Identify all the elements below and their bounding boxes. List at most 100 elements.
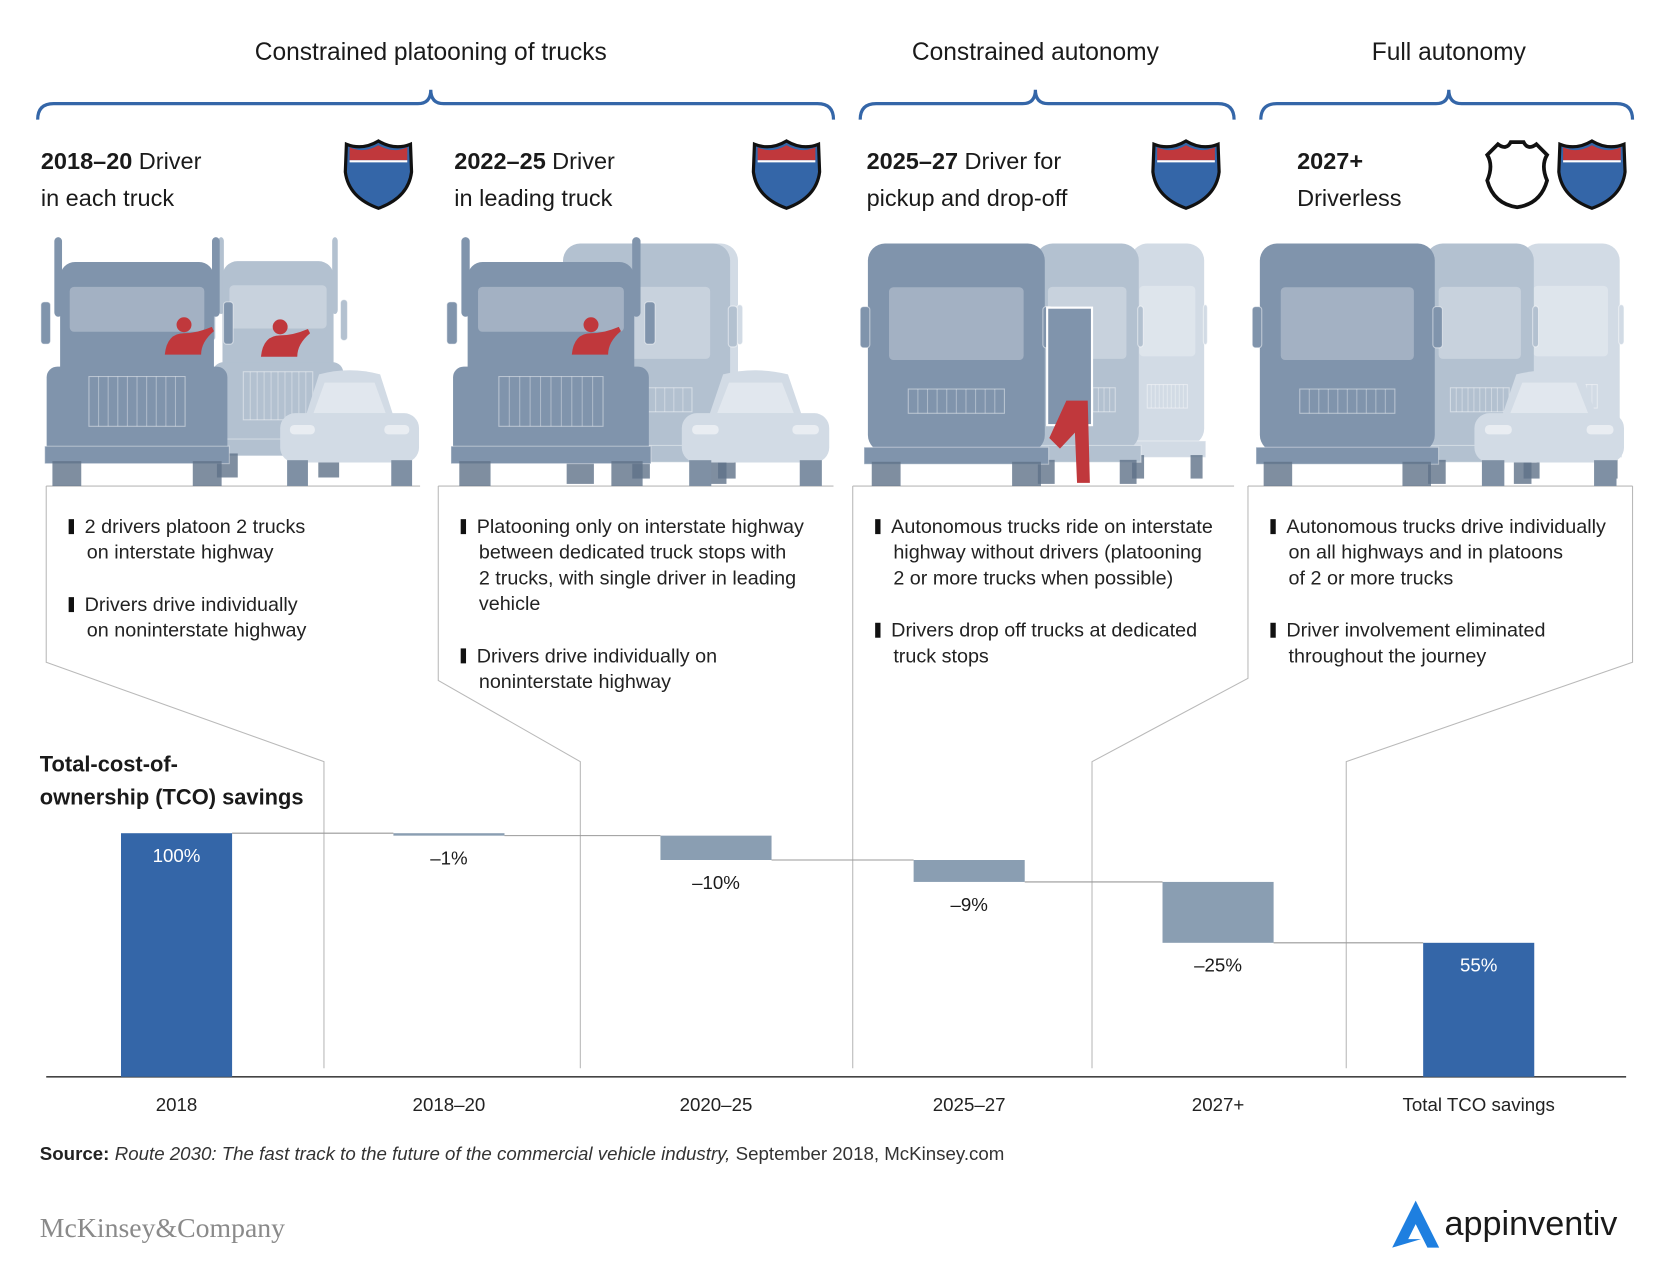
car-body [681,413,830,463]
stage-year: 2018–20 [41,148,133,174]
bullet-marker [460,519,467,535]
bullet-text: noninterstate highway [479,671,671,693]
wheel [611,461,643,487]
value-label: –10% [692,872,740,893]
windshield [1438,286,1521,359]
mirror [446,301,458,345]
stage-year: 2025–27 [867,148,959,174]
category-label: 2020–25 [680,1094,753,1115]
category-label: 2018 [156,1094,198,1115]
driver-figure [260,319,311,357]
car-body [280,413,420,463]
driver-head [176,317,192,333]
wheel [52,461,82,487]
stage-title: 2022–25 Driver [454,148,615,174]
stage-year: 2027+ [1297,148,1363,174]
publisher-logo: McKinsey&Company [40,1213,285,1244]
chart-title: Total-cost-of- [40,751,178,776]
exhaust-stack [461,237,470,317]
hood [46,366,228,457]
truck-illustration [859,243,1054,487]
bullet-text: Drivers drive individually on [477,645,717,667]
wheel [391,460,413,487]
category-label: 2027+ [1192,1094,1245,1115]
truck-illustration [40,237,234,487]
wheel [1037,459,1055,484]
windshield [889,287,1024,360]
mirror [1618,304,1625,346]
car-light [289,424,315,435]
driver-figure [571,317,621,355]
wheel [1263,461,1293,487]
callout-edge [45,486,325,1069]
chart-title: ownership (TCO) savings [40,784,304,809]
shield-band [349,145,408,161]
delta-bar [1162,881,1274,943]
value-label: –9% [950,894,987,915]
mirror [1202,304,1208,346]
car-illustration [280,370,420,487]
bullet-text: 2 trucks, with single driver in leading [479,567,796,589]
car-body [1474,413,1624,463]
bumper [863,446,1050,465]
wheel [1513,459,1532,484]
phase-title: Constrained autonomy [912,39,1160,66]
stage-title-text: Driver [552,148,615,174]
wheel [799,460,822,487]
bullet-text: Drivers drive individually [85,594,298,616]
bullet-marker [875,519,881,535]
stage-title: 2025–27 Driver for [867,148,1062,174]
car-light [792,424,819,435]
bullet-text: 2 drivers platoon 2 trucks [85,516,306,538]
cab [60,262,214,387]
stage-year: 2022–25 [454,148,546,174]
windshield [1280,287,1414,360]
bullet-marker [68,597,74,613]
driver-body [164,326,214,355]
shield-band [1157,145,1215,161]
total-bar [120,833,233,1077]
bullet-text: between dedicated truck stops with [479,542,786,564]
mirror [40,301,52,345]
driver-head [272,319,288,335]
grille [1146,384,1188,409]
car-roof [305,370,395,418]
mirror [1532,305,1540,348]
car-illustration [1474,370,1624,487]
wheel [1481,460,1505,487]
cab [467,262,635,387]
wheel [1594,460,1617,487]
hood [453,366,649,457]
interstate-shield [1151,139,1221,211]
appinventiv-mark [1392,1200,1440,1248]
wheel [459,461,491,487]
value-label: 55% [1460,955,1497,976]
windshield [1139,285,1196,357]
driver-body [260,329,311,357]
wheel [1012,461,1041,487]
source-title: Route 2030: The fast track to the future… [115,1143,731,1164]
mirror [1137,305,1144,348]
stage-title: 2018–20 Driver [41,148,202,174]
windshield [229,285,327,329]
callout-lines [45,485,1634,1069]
bullet-text: Platooning only on interstate highway [477,516,804,538]
stage-title: in leading truck [454,185,612,211]
bumper [44,445,230,465]
us-route-shield [1484,140,1550,210]
truck-illustration [1126,243,1208,479]
car-roof [708,370,803,418]
exhaust-stack [332,237,338,315]
shield-band [1563,145,1621,161]
cab [1425,243,1534,451]
shield-band [757,145,816,161]
wheel [871,461,901,487]
cab [1259,243,1435,453]
mirror [1432,306,1443,349]
mirror [223,301,234,345]
bullet-text: truck stops [893,645,989,667]
source: Source: Route 2030: The fast track to the… [40,1143,1005,1164]
stage-title: pickup and drop-off [867,185,1068,211]
wheel [1190,455,1203,479]
source-label: Source: [40,1143,110,1164]
